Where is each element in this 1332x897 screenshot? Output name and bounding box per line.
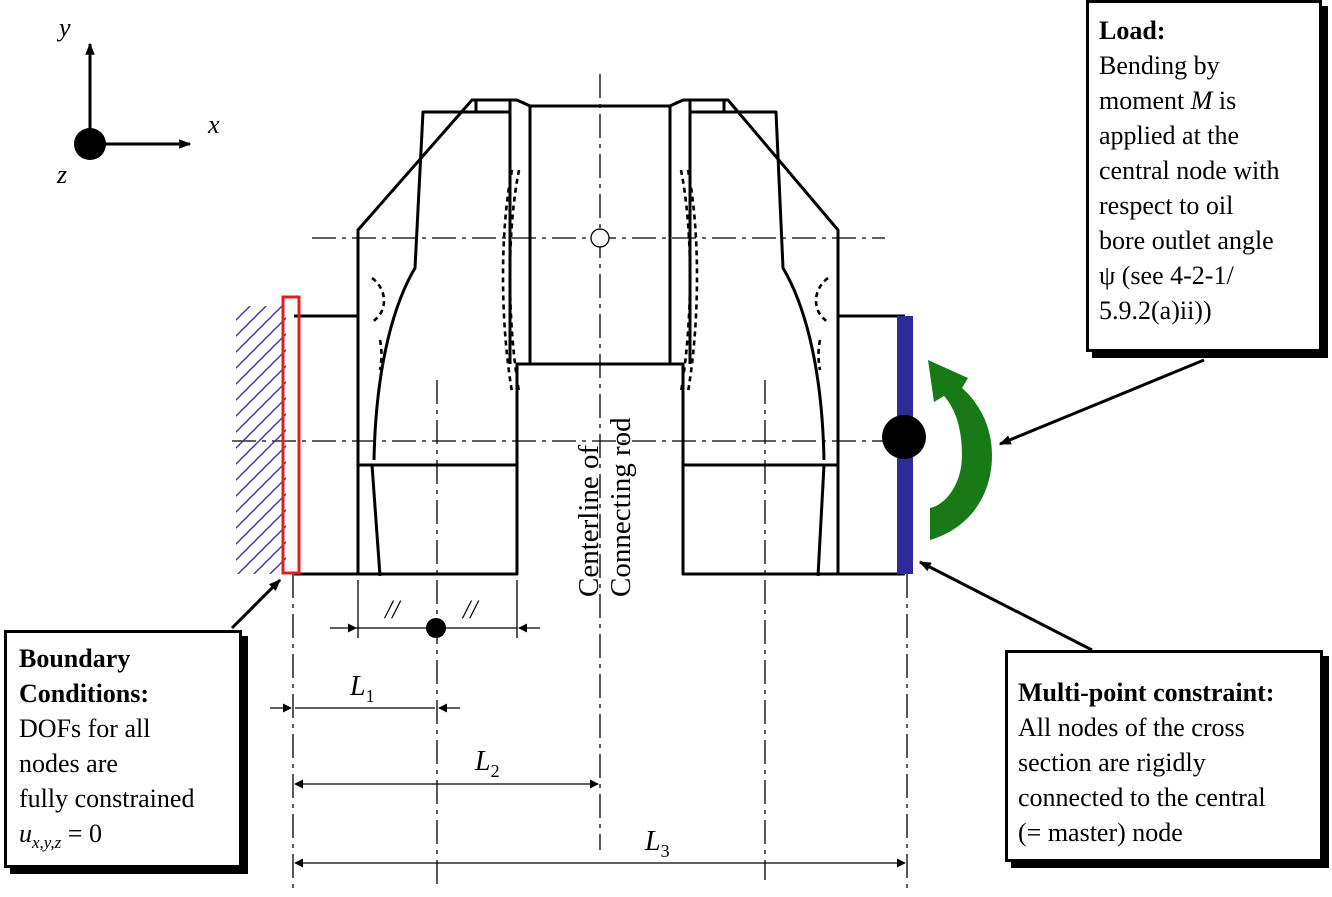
boundary-equation: ux,y,z = 0 xyxy=(19,819,102,853)
leader-arrows xyxy=(230,358,1205,652)
web-center-dot xyxy=(426,618,446,638)
mpc-line-2: section are rigidly xyxy=(1018,748,1206,777)
mpc-callout: Multi-point constraint: All nodes of the… xyxy=(1005,650,1323,862)
z-axis-label: z xyxy=(56,160,67,189)
boundary-line-2: nodes are xyxy=(19,749,118,778)
coordinate-axes: y x z xyxy=(56,13,220,189)
fixed-face-rect xyxy=(281,295,301,575)
load-title: Load: xyxy=(1099,16,1166,45)
boundary-line-1: DOFs for all xyxy=(19,714,151,743)
fixed-support-hatch xyxy=(236,306,286,574)
load-line-4: central node with xyxy=(1099,156,1280,185)
load-line-3: applied at the xyxy=(1099,121,1240,150)
centerline-label: Centerline of Connecting rod xyxy=(573,417,637,597)
load-callout: Load: Bending by moment M is applied at … xyxy=(1086,0,1322,352)
x-axis-label: x xyxy=(207,110,220,139)
load-line-2: moment M is xyxy=(1099,86,1237,115)
boundary-title-2: Conditions: xyxy=(19,679,150,708)
length-dimensions: L1 L2 L3 xyxy=(270,671,906,868)
center-lines xyxy=(232,74,908,888)
web-center-dimension: // // xyxy=(330,580,540,638)
boundary-line-3: fully constrained xyxy=(19,784,195,813)
boundary-callout: Boundary Conditions: DOFs for all nodes … xyxy=(4,630,242,868)
load-line-1: Bending by xyxy=(1099,51,1220,80)
pin-center-circle xyxy=(590,228,610,248)
l3-label: L3 xyxy=(644,826,670,861)
equal-mark-right: // xyxy=(461,595,480,624)
crank-geometry xyxy=(294,98,905,577)
mpc-title: Multi-point constraint: xyxy=(1018,678,1275,707)
l2-label: L2 xyxy=(474,746,500,781)
moment-arrow-icon xyxy=(928,360,992,540)
l1-label: L1 xyxy=(349,671,375,706)
centerline-label-line2: Connecting rod xyxy=(605,417,637,597)
master-node-dot xyxy=(882,415,926,459)
oil-bore-dashes xyxy=(371,169,829,393)
mpc-line-4: (= master) node xyxy=(1018,818,1183,847)
load-line-5: respect to oil xyxy=(1099,191,1234,220)
z-axis-dot xyxy=(74,128,106,160)
load-line-8: 5.9.2(a)ii)) xyxy=(1099,296,1212,325)
mpc-line-3: connected to the central xyxy=(1018,783,1266,812)
y-axis-label: y xyxy=(56,13,71,42)
load-line-7: ψ (see 4-2-1/ xyxy=(1099,261,1234,290)
load-line-6: bore outlet angle xyxy=(1099,226,1274,255)
mpc-line-1: All nodes of the cross xyxy=(1018,713,1245,742)
equal-mark-left: // xyxy=(383,595,402,624)
boundary-title-1: Boundary xyxy=(19,644,131,673)
centerline-label-line1: Centerline of xyxy=(573,444,605,597)
